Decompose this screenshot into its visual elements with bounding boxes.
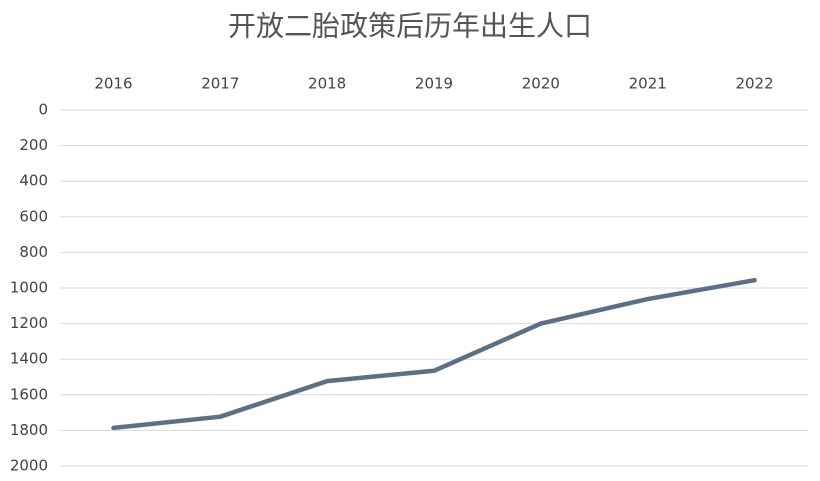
x-tick-label: 2021 <box>629 75 667 93</box>
y-tick-label: 1400 <box>10 350 48 368</box>
y-tick-label: 200 <box>19 136 48 154</box>
y-tick-label: 1800 <box>10 421 48 439</box>
x-tick-label: 2016 <box>94 75 132 93</box>
y-tick-label: 800 <box>19 243 48 261</box>
y-tick-label: 2000 <box>10 457 48 475</box>
x-tick-label: 2017 <box>201 75 239 93</box>
y-tick-label: 1200 <box>10 314 48 332</box>
y-tick-label: 0 <box>38 101 48 119</box>
y-tick-label: 1000 <box>10 279 48 297</box>
x-tick-label: 2019 <box>415 75 453 93</box>
y-tick-label: 400 <box>19 172 48 190</box>
data-line <box>111 277 757 431</box>
x-tick-label: 2022 <box>735 75 773 93</box>
x-tick-label: 2020 <box>522 75 560 93</box>
y-tick-label: 1600 <box>10 385 48 403</box>
x-tick-label: 2018 <box>308 75 346 93</box>
chart-title: 开放二胎政策后历年出生人口 <box>228 10 592 43</box>
y-tick-label: 600 <box>19 207 48 225</box>
